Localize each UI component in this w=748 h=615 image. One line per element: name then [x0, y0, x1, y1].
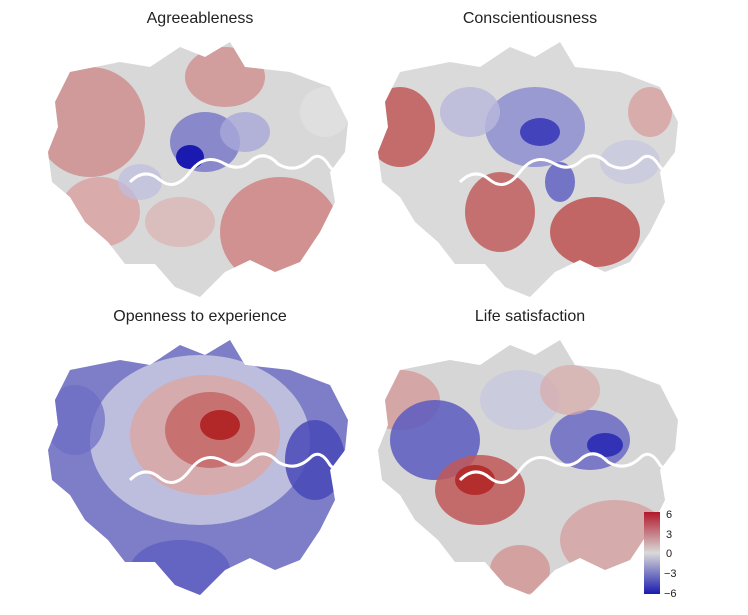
panel-life-satisfaction: Life satisfaction — [360, 298, 700, 598]
panel-title: Conscientiousness — [462, 10, 598, 27]
choropleth-map-conscientiousness — [378, 42, 678, 297]
choropleth-map-life-satisfaction — [378, 340, 678, 595]
legend-tick: 3 — [666, 529, 672, 541]
choropleth-map-openness — [48, 340, 348, 595]
panel-openness: Openness to experience — [30, 298, 370, 598]
panel-agreeableness: Agreeableness — [30, 0, 370, 300]
choropleth-map-agreeableness — [48, 42, 348, 297]
color-scale-legend: 6 3 0 −3 −6 — [644, 509, 677, 600]
legend-tick: 6 — [666, 509, 672, 521]
legend-tick: 0 — [666, 548, 672, 560]
panel-title: Agreeableness — [146, 10, 254, 27]
legend-color-bar — [644, 512, 660, 594]
legend-tick: −3 — [664, 568, 677, 580]
legend-tick: −6 — [664, 588, 677, 600]
panel-conscientiousness: Conscientiousness — [360, 0, 700, 300]
panel-title: Openness to experience — [113, 308, 287, 325]
panel-title: Life satisfaction — [474, 308, 586, 325]
